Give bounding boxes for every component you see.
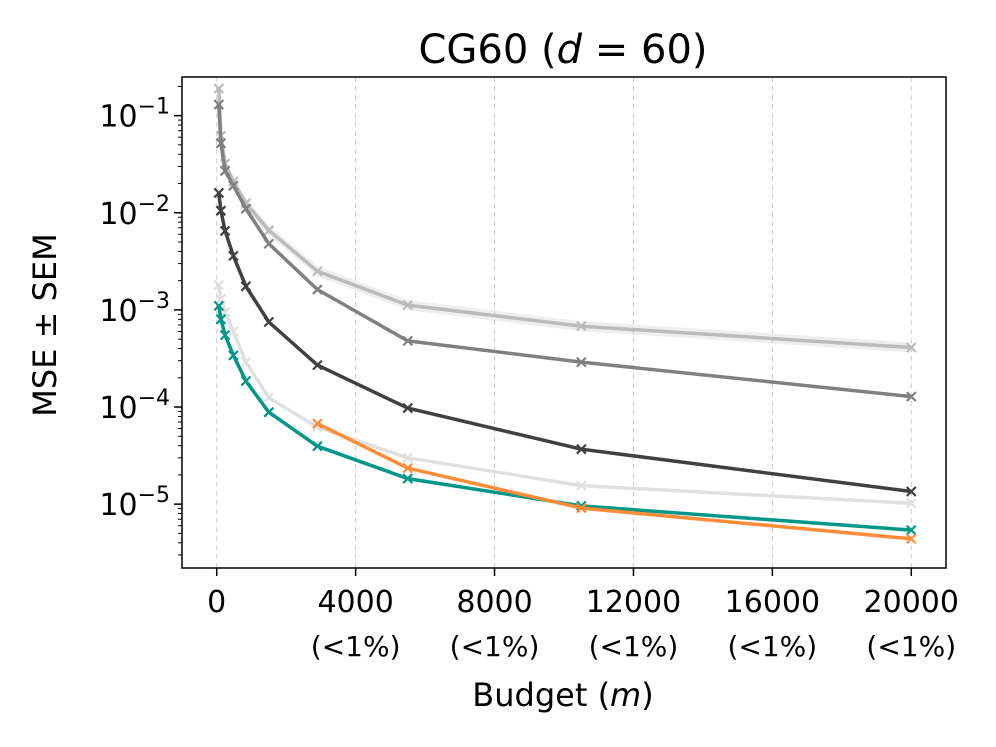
series-1-line — [217, 104, 912, 399]
series-5-point — [402, 462, 414, 474]
series-3-line — [217, 284, 912, 506]
series-1-point — [228, 180, 239, 191]
y-tick-label: 10−3 — [99, 289, 170, 329]
y-tick-label: 10−2 — [99, 192, 170, 232]
series-0-point — [576, 320, 587, 332]
series-3-point — [263, 392, 275, 403]
series-0-point — [213, 83, 225, 94]
series-3-point — [240, 356, 252, 368]
series-2-point — [240, 281, 252, 292]
y-tick-mantissa: 10 — [99, 100, 137, 135]
y-axis-label: MSE ± SEM — [26, 233, 64, 416]
y-tick-exponent: −5 — [138, 483, 170, 508]
series-1-point — [240, 203, 252, 215]
chart-title-variable: d — [557, 27, 583, 73]
y-tick-mantissa: 10 — [99, 391, 137, 426]
y-tick-mantissa: 10 — [99, 488, 137, 523]
x-axis-label: Budget (m) — [472, 676, 653, 714]
series-0-point — [312, 265, 323, 277]
x-tick-label: 16000 — [725, 585, 820, 620]
series-5-point — [312, 418, 323, 429]
series-3-point — [402, 452, 414, 464]
series-0-point — [263, 225, 275, 236]
series-1-point — [219, 165, 231, 177]
series-2-point — [213, 187, 225, 199]
x-axis-label-suffix: ) — [641, 676, 653, 714]
series-4-line — [217, 305, 912, 532]
x-tick-label: 20000 — [864, 585, 959, 620]
x-tick-label: 4000 — [317, 585, 393, 620]
series-5-point — [576, 502, 587, 514]
series-4-point — [219, 329, 231, 341]
series-2-point — [215, 205, 227, 216]
series-2-point — [219, 225, 231, 237]
x-tick-label: 12000 — [586, 585, 681, 620]
x-tick-sublabel: (<1%) — [450, 630, 540, 663]
series-2-point — [263, 316, 275, 328]
series-4-point — [312, 440, 323, 452]
series-3-point — [228, 326, 239, 337]
y-tick-label: 10−1 — [99, 95, 170, 135]
series-1-point — [312, 284, 323, 295]
y-tick-label: 10−4 — [99, 386, 170, 426]
series-1-point — [576, 356, 587, 368]
series-3-point — [215, 293, 227, 305]
series-4-point — [263, 406, 275, 418]
chart-title-prefix: CG60 ( — [419, 27, 557, 73]
series-3-point — [576, 480, 587, 491]
series-4-point — [905, 524, 917, 536]
x-tick-label: 8000 — [456, 585, 532, 620]
x-tick-sublabel: (<1%) — [311, 630, 401, 663]
series-1-point — [402, 335, 414, 347]
y-tick-label: 10−5 — [99, 483, 170, 523]
y-tick-exponent: −1 — [138, 95, 170, 120]
series-4-point — [215, 314, 227, 325]
plot-area: 10−110−210−310−410−50 4000(<1%)8000(<1%)1… — [99, 76, 959, 663]
series-1-point — [213, 99, 225, 110]
y-tick-exponent: −2 — [138, 192, 170, 217]
series-1-point — [215, 137, 227, 149]
y-tick-mantissa: 10 — [99, 294, 137, 329]
x-tick-sublabel: (<1%) — [866, 630, 956, 663]
series-1-point — [905, 391, 917, 402]
series-1-point — [263, 238, 275, 250]
series-4-point — [228, 350, 239, 361]
series-4-point — [213, 300, 225, 312]
series-0-error-band — [218, 83, 912, 353]
series-4-point — [402, 473, 414, 484]
x-tick-sublabel: (<1%) — [727, 630, 817, 663]
x-axis-label-variable: m — [610, 676, 641, 714]
y-tick-mantissa: 10 — [99, 197, 137, 232]
y-tick-exponent: −4 — [138, 386, 170, 411]
series-3-point — [213, 279, 225, 291]
series-2-point — [576, 443, 587, 455]
series-0-line — [217, 88, 912, 350]
x-axis-label-prefix: Budget ( — [472, 676, 610, 714]
series-0-point — [402, 299, 414, 311]
x-tick-sublabel: (<1%) — [589, 630, 679, 663]
series-5-point — [905, 533, 917, 545]
series-0-point — [905, 342, 917, 353]
series-2-line — [217, 192, 912, 494]
series-2-point — [228, 250, 239, 262]
axes-frame — [181, 76, 947, 569]
x-tick-label: 0 — [207, 585, 226, 620]
series-5-line — [316, 422, 912, 541]
chart-title-rest: = 60) — [582, 27, 707, 73]
chart-title: CG60 (d = 60) — [419, 27, 708, 73]
series-4-point — [240, 375, 252, 387]
y-tick-exponent: −3 — [138, 289, 170, 314]
series-3-point — [905, 498, 917, 509]
series-2-point — [312, 359, 323, 371]
series-2-point — [402, 402, 414, 414]
series-2-point — [905, 486, 917, 497]
